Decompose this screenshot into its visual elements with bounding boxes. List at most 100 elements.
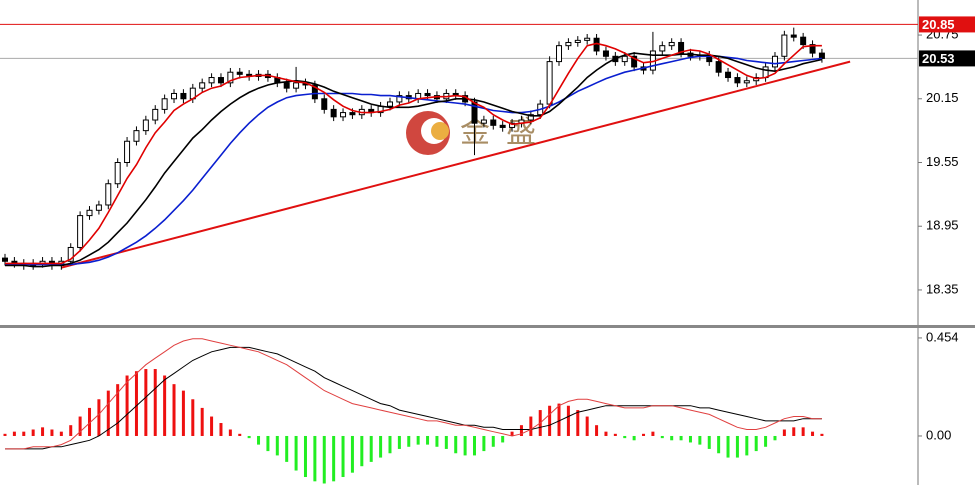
macd-histogram-bar <box>163 375 167 436</box>
macd-histogram-bar <box>510 431 514 436</box>
macd-histogram-bar <box>31 429 35 436</box>
candle-body <box>602 50 609 57</box>
macd-histogram-bar <box>529 416 533 436</box>
candle-body <box>133 130 140 142</box>
macd-histogram-bar <box>595 425 599 436</box>
macd-histogram-bar <box>153 369 157 436</box>
candle-body <box>105 183 112 206</box>
candle-body <box>396 95 403 103</box>
macd-histogram-bar <box>585 416 589 436</box>
candle-body <box>556 45 563 63</box>
candle-body <box>678 41 685 54</box>
macd-histogram-bar <box>22 431 26 436</box>
candle-body <box>424 92 431 97</box>
macd-panel <box>3 338 824 484</box>
macd-histogram-bar <box>379 435 383 458</box>
candle-body <box>293 82 300 89</box>
candle-body <box>546 61 553 105</box>
macd-histogram-bar <box>501 435 505 443</box>
candle-body <box>509 122 516 128</box>
macd-histogram-bar <box>426 435 430 445</box>
price-panel <box>0 23 918 270</box>
candle-body <box>171 92 178 100</box>
macd-histogram-bar <box>191 399 195 436</box>
moving-average <box>5 55 822 266</box>
candle-body <box>621 55 628 63</box>
macd-histogram-bar <box>482 435 486 452</box>
macd-histogram-bar <box>473 435 476 456</box>
macd-histogram-bar <box>322 435 326 484</box>
macd-histogram-bar <box>407 435 411 447</box>
macd-histogram-bar <box>698 435 702 445</box>
macd-histogram-bar <box>792 427 796 436</box>
macd-histogram-bar <box>294 435 298 471</box>
macd-histogram-bar <box>660 435 664 439</box>
macd-histogram-bar <box>651 431 655 436</box>
macd-histogram-bar <box>604 431 608 436</box>
y-tick-label: 18.35 <box>926 281 959 296</box>
macd-histogram-bar <box>557 403 561 436</box>
macd-histogram-bar <box>811 431 815 436</box>
macd-histogram-bar <box>416 435 420 445</box>
candle-body <box>340 112 347 118</box>
macd-histogram-bar <box>491 435 495 447</box>
macd-histogram-bar <box>782 429 786 436</box>
candle-body <box>161 98 168 110</box>
candle-body <box>283 82 290 89</box>
candle-body <box>330 108 337 118</box>
macd-histogram-bar <box>397 435 401 449</box>
macd-histogram-bar <box>576 410 580 436</box>
candle-body <box>208 77 215 84</box>
macd-histogram-bar <box>350 435 354 473</box>
macd-histogram-bar <box>285 435 289 462</box>
candle-body <box>114 162 121 185</box>
macd-histogram-bar <box>69 425 73 436</box>
candle-body <box>668 41 675 47</box>
macd-histogram-bar <box>3 433 7 436</box>
y-tick-label: 0.454 <box>926 329 959 344</box>
watermark-logo <box>406 111 450 155</box>
candle-body <box>584 37 591 41</box>
candle-body <box>180 92 187 100</box>
candle-body <box>86 209 93 217</box>
macd-histogram-bar <box>257 435 261 445</box>
macd-histogram-bar <box>735 435 739 458</box>
moving-average <box>5 42 822 265</box>
candle-body <box>217 77 224 84</box>
macd-histogram-bar <box>247 435 251 439</box>
candle-body <box>790 34 797 38</box>
macd-histogram-bar <box>41 427 45 436</box>
candle-body <box>490 119 497 126</box>
macd-histogram-bar <box>726 435 730 458</box>
moving-average <box>5 52 823 268</box>
candle-body <box>574 39 581 43</box>
candle-body <box>809 44 816 54</box>
macd-histogram-bar <box>144 369 148 436</box>
macd-histogram-bar <box>454 435 458 454</box>
macd-histogram-bar <box>238 433 242 436</box>
macd-histogram-bar <box>764 435 768 447</box>
macd-histogram-bar <box>688 435 692 443</box>
macd-histogram-bar <box>12 431 16 436</box>
macd-histogram-bar <box>134 371 138 436</box>
candle-body <box>152 108 159 121</box>
macd-histogram-bar <box>435 435 439 447</box>
candle-body <box>227 71 234 84</box>
candle-body <box>659 45 666 52</box>
macd-histogram-bar <box>679 435 683 441</box>
y-tick-label: 0.00 <box>926 427 951 442</box>
macd-histogram-bar <box>106 390 110 436</box>
trendline <box>61 60 851 269</box>
price-marker-box <box>919 16 975 33</box>
macd-line <box>5 346 822 450</box>
macd-histogram-bar <box>50 429 54 436</box>
y-tick-label: 18.95 <box>926 218 959 233</box>
macd-histogram-bar <box>707 435 711 449</box>
macd-histogram-bar <box>613 433 617 436</box>
candle-body <box>480 119 487 124</box>
macd-histogram-bar <box>519 425 523 436</box>
candle-body <box>2 257 8 262</box>
macd-histogram-bar <box>548 405 552 436</box>
